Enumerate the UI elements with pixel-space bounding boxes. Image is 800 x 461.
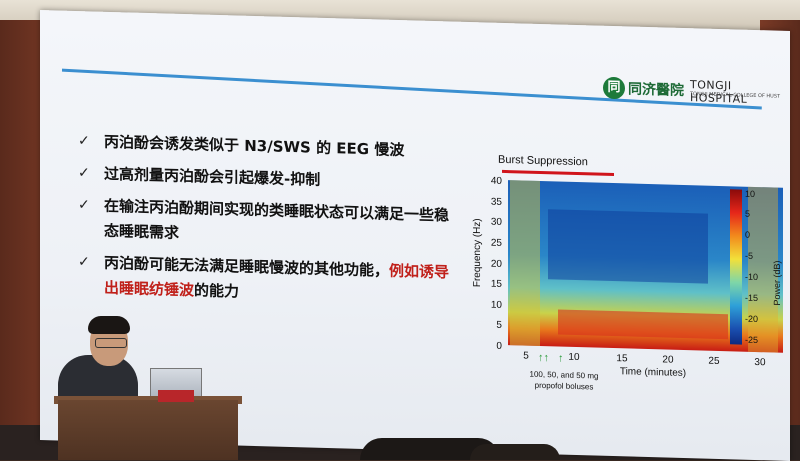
spectrogram-chart: 40 35 30 25 20 15 10 5 0 Frequency (Hz) … xyxy=(472,176,783,392)
bullet-item: ✓ 丙泊酚可能无法满足睡眠慢波的其他功能，例如诱导出睡眠纺锤波的能力 xyxy=(78,250,463,311)
presenter-hair xyxy=(88,316,130,334)
y-tick: 30 xyxy=(491,217,503,228)
audience-head xyxy=(470,444,560,460)
y-axis-label: Frequency (Hz) xyxy=(472,218,483,287)
y-tick: 35 xyxy=(491,197,503,208)
colorbar-tick: 5 xyxy=(745,209,750,219)
colorbar: 10 5 0 -5 -10 -15 -20 -25 Power (dB) xyxy=(730,189,782,345)
bullet-text: 过高剂量丙泊酚会引起爆发-抑制 xyxy=(104,164,321,189)
bullet-text: 丙泊酚可能无法满足睡眠慢波的其他功能， xyxy=(104,253,390,280)
x-tick: 10 xyxy=(568,352,580,363)
bullet-text: 丙泊酚会诱发类似于 N3/SWS 的 EEG 慢波 xyxy=(104,132,405,160)
hospital-logo-icon: 同 xyxy=(603,76,625,100)
glasses-icon xyxy=(95,338,127,348)
svg-text:↑↑: ↑↑ xyxy=(538,352,549,364)
late-power-band xyxy=(748,186,778,353)
x-tick: 25 xyxy=(708,356,720,367)
bullet-suffix: 的能力 xyxy=(194,281,240,301)
colorbar-tick: -20 xyxy=(745,314,758,324)
x-tick: 5 xyxy=(523,350,529,361)
y-tick: 25 xyxy=(491,238,503,249)
audience-head xyxy=(360,438,500,460)
nameplate xyxy=(158,390,194,402)
colorbar-tick: -25 xyxy=(745,335,758,345)
chart-title: Burst Suppression xyxy=(498,153,588,169)
svg-text:↑: ↑ xyxy=(558,352,563,364)
suppression-region xyxy=(548,209,708,284)
y-tick: 20 xyxy=(491,259,503,270)
projected-slide: 同 同济醫院 TONGJI HOSPITAL TONGJI MEDICAL CO… xyxy=(40,10,790,461)
early-power-band xyxy=(510,180,540,346)
bullet-list: ✓ 丙泊酚会诱发类似于 N3/SWS 的 EEG 慢波 ✓ 过高剂量丙泊酚会引起… xyxy=(78,129,463,318)
podium xyxy=(58,400,238,460)
y-tick: 0 xyxy=(496,341,502,352)
colorbar-tick: 10 xyxy=(745,189,755,199)
y-tick: 10 xyxy=(491,300,503,311)
bullet-item: ✓ 过高剂量丙泊酚会引起爆发-抑制 xyxy=(78,161,463,197)
x-tick: 15 xyxy=(616,353,628,364)
x-tick: 30 xyxy=(754,357,766,368)
y-tick: 5 xyxy=(496,320,502,331)
check-icon: ✓ xyxy=(78,197,90,214)
x-tick: 20 xyxy=(662,354,674,365)
bullet-text: 在输注丙泊酚期间实现的类睡眠状态可以满足一些稳态睡眠需求 xyxy=(104,196,450,242)
bolus-annotation-line2: propofol boluses xyxy=(535,381,594,392)
bolus-arrow-icon: ↑↑ ↑ xyxy=(538,352,563,365)
colorbar-tick: -10 xyxy=(745,272,758,282)
y-tick: 40 xyxy=(491,176,503,187)
logo-chinese: 同济醫院 xyxy=(628,81,684,99)
check-icon: ✓ xyxy=(78,133,90,150)
colorbar-tick: -15 xyxy=(745,293,758,303)
bullet-item: ✓ 在输注丙泊酚期间实现的类睡眠状态可以满足一些稳态睡眠需求 xyxy=(78,193,463,254)
colorbar-gradient xyxy=(730,189,742,345)
bullet-item: ✓ 丙泊酚会诱发类似于 N3/SWS 的 EEG 慢波 xyxy=(78,129,463,165)
bolus-annotation-line1: 100, 50, and 50 mg xyxy=(530,370,599,381)
check-icon: ✓ xyxy=(78,165,90,182)
slow-wave-band xyxy=(558,309,728,340)
colorbar-tick: -5 xyxy=(745,251,753,261)
check-icon: ✓ xyxy=(78,254,90,271)
y-tick: 15 xyxy=(491,279,503,290)
colorbar-tick: 0 xyxy=(745,230,750,240)
colorbar-label: Power (dB) xyxy=(772,260,782,305)
x-axis-label: Time (minutes) xyxy=(620,366,686,379)
